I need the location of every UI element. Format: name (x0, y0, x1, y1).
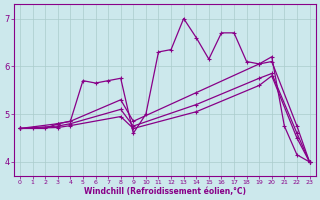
X-axis label: Windchill (Refroidissement éolien,°C): Windchill (Refroidissement éolien,°C) (84, 187, 246, 196)
